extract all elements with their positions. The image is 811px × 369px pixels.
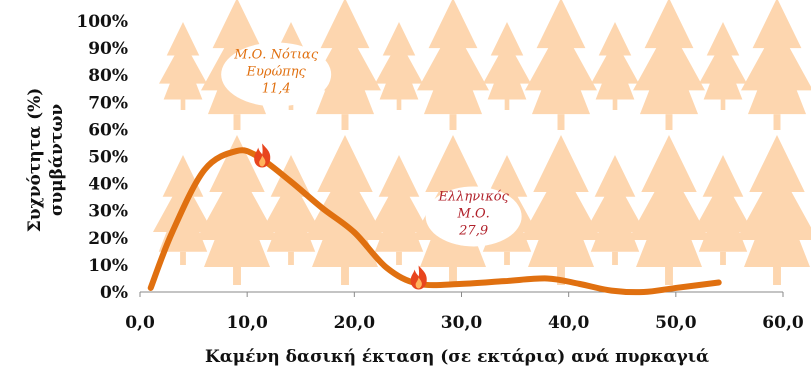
- tree-icon: [524, 0, 598, 130]
- x-tick-label: 60,0: [762, 313, 804, 333]
- tree-icon: [416, 0, 490, 130]
- annotation-text: Μ.Ο.: [457, 206, 490, 221]
- y-axis-title-line-1: Συχνότητα (%): [25, 88, 45, 233]
- annotation-text: Ευρώπης: [246, 65, 307, 80]
- y-tick-label: 20%: [88, 229, 128, 249]
- y-tick-label: 100%: [76, 12, 128, 32]
- x-tick-label: 40,0: [548, 313, 590, 333]
- tree-icon: [158, 22, 208, 110]
- y-tick-label: 80%: [88, 66, 128, 86]
- tree-icon: [260, 155, 322, 265]
- series-line: [147, 147, 722, 296]
- x-axis: 0,0 10,0 20,0 30,0 40,0 50,0 60,0: [125, 291, 804, 333]
- annotations: Μ.Ο. Νότιας Ευρώπης 11,4 Ελληνικός Μ.Ο. 27,9: [221, 42, 522, 290]
- x-axis-title: Καμένη δασική έκταση (σε εκτάρια) ανά πυ…: [205, 347, 709, 367]
- tree-icon: [196, 135, 278, 285]
- tree-icon: [584, 155, 646, 265]
- y-axis-title: Συχνότητα (%) συμβάντων: [25, 88, 67, 233]
- annotation-text: 27,9: [458, 223, 488, 238]
- tree-icon: [698, 22, 748, 110]
- y-tick-label: 60%: [88, 120, 128, 140]
- tree-icon: [740, 0, 811, 130]
- x-tick-label: 0,0: [125, 313, 155, 333]
- tree-icon: [736, 135, 811, 285]
- tree-icon: [628, 135, 710, 285]
- x-tick-label: 20,0: [334, 313, 376, 333]
- x-tick-label: 30,0: [441, 313, 483, 333]
- y-tick-label: 70%: [88, 93, 128, 113]
- annotation-text: Ελληνικός: [437, 189, 509, 204]
- flame-icon: [254, 143, 271, 168]
- y-tick-label: 50%: [88, 148, 128, 168]
- tree-icon: [368, 155, 430, 265]
- y-tick-label: 10%: [88, 256, 128, 276]
- tree-icon: [520, 135, 602, 285]
- tree-icon: [482, 22, 532, 110]
- x-tick-label: 10,0: [226, 313, 268, 333]
- x-tick-label: 50,0: [655, 313, 697, 333]
- annotation-bubble: [221, 42, 332, 107]
- y-axis: 0% 10% 20% 30% 40% 50% 60% 70% 80% 90% 100%: [76, 12, 128, 303]
- plot-area: [147, 147, 722, 296]
- y-tick-label: 90%: [88, 39, 128, 59]
- tree-icon: [374, 22, 424, 110]
- y-tick-label: 40%: [88, 175, 128, 195]
- annotation-bubble: [425, 186, 522, 247]
- annotation-text: 11,4: [262, 82, 291, 97]
- tree-icon: [304, 135, 386, 285]
- y-axis-title-line-2: συμβάντων: [47, 104, 67, 217]
- annotation-text: Μ.Ο. Νότιας: [233, 48, 319, 63]
- y-tick-label: 0%: [100, 283, 128, 303]
- flame-icon: [410, 265, 427, 290]
- y-tick-label: 30%: [88, 202, 128, 222]
- tree-icon: [632, 0, 706, 130]
- tree-icon: [692, 155, 754, 265]
- tree-icon: [590, 22, 640, 110]
